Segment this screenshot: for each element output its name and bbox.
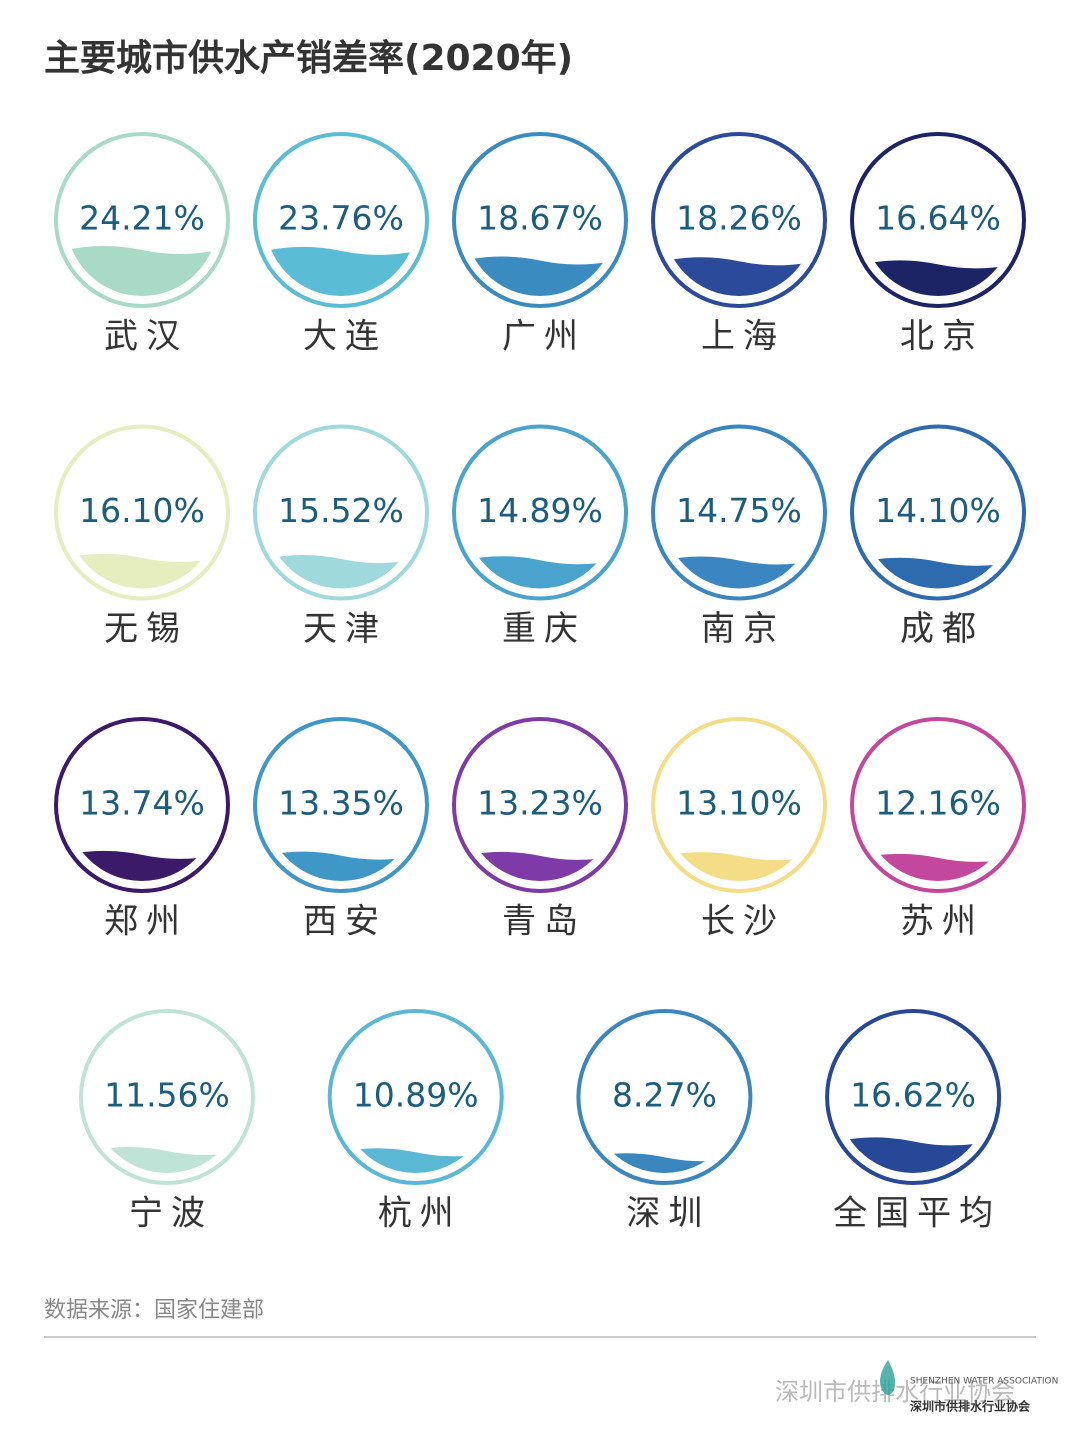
gauge-ring xyxy=(825,1009,1002,1185)
water-level xyxy=(464,256,616,296)
water-level xyxy=(66,553,218,589)
water-level xyxy=(265,555,417,589)
gauge-ring xyxy=(651,132,827,308)
water-level xyxy=(588,1153,741,1173)
value-label: 14.10% xyxy=(875,491,1001,530)
category-label: 苏州 xyxy=(900,902,984,942)
logo-name: 深圳市供排水行业协会 xyxy=(910,1399,1031,1414)
value-label: 10.89% xyxy=(353,1076,479,1115)
gauge-ring xyxy=(253,132,429,308)
category-label: 广州 xyxy=(502,317,586,357)
gauge-ring xyxy=(54,132,230,308)
value-label: 16.62% xyxy=(850,1076,976,1115)
value-label: 13.74% xyxy=(79,784,205,823)
gauge-ring xyxy=(452,132,628,308)
category-label: 宁波 xyxy=(129,1194,213,1234)
gauge-ring xyxy=(850,424,1026,601)
gauge-ring xyxy=(452,424,628,601)
category-label: 青岛 xyxy=(502,902,586,942)
gauge-ring xyxy=(850,132,1026,308)
water-level xyxy=(663,556,815,589)
gauge-ring xyxy=(253,717,429,893)
category-label: 北京 xyxy=(900,317,984,357)
gauge-ring xyxy=(327,1009,504,1185)
logo-icon xyxy=(880,1360,896,1395)
value-label: 12.16% xyxy=(875,784,1001,823)
value-label: 23.76% xyxy=(278,199,404,238)
category-label: 郑州 xyxy=(104,902,188,942)
water-level xyxy=(464,851,616,881)
water-level xyxy=(663,852,815,881)
gauge-ring xyxy=(79,1009,255,1185)
value-label: 13.35% xyxy=(278,784,404,823)
value-label: 24.21% xyxy=(79,199,205,238)
gauge-ring xyxy=(850,717,1026,893)
value-label: 16.64% xyxy=(875,199,1001,238)
water-level xyxy=(265,246,417,296)
category-label: 大连 xyxy=(303,317,387,357)
category-label: 武汉 xyxy=(104,317,188,357)
water-level xyxy=(862,260,1014,296)
water-level xyxy=(339,1148,492,1173)
water-level xyxy=(837,1137,990,1173)
category-label: 成都 xyxy=(900,609,984,649)
water-level xyxy=(862,853,1014,881)
value-label: 15.52% xyxy=(278,491,404,530)
value-label: 11.56% xyxy=(104,1076,230,1115)
gauge-ring xyxy=(54,717,230,893)
source-note: 数据来源：国家住建部 xyxy=(44,1298,264,1323)
category-label: 西安 xyxy=(303,902,387,942)
water-level xyxy=(91,1147,243,1173)
gauge-ring xyxy=(651,717,827,893)
water-level xyxy=(265,851,417,881)
gauge-ring xyxy=(576,1009,753,1185)
value-label: 14.75% xyxy=(676,491,802,530)
gauge-ring xyxy=(651,424,827,601)
value-label: 13.10% xyxy=(676,784,802,823)
water-level xyxy=(464,556,616,589)
value-label: 18.67% xyxy=(477,199,603,238)
value-label: 14.89% xyxy=(477,491,603,530)
gauge-ring xyxy=(54,424,230,601)
water-level xyxy=(663,257,815,296)
water-level xyxy=(66,246,218,296)
value-label: 18.26% xyxy=(676,199,802,238)
category-label: 杭州 xyxy=(378,1194,462,1234)
gauge-ring xyxy=(452,717,628,893)
value-label: 16.10% xyxy=(79,491,205,530)
category-label: 全国平均 xyxy=(833,1194,1001,1234)
logo-english: SHENZHEN WATER ASSOCIATION xyxy=(910,1377,1058,1387)
chart-title: 主要城市供水产销差率(2020年) xyxy=(44,38,573,79)
category-label: 天津 xyxy=(303,609,387,649)
category-label: 深圳 xyxy=(626,1194,710,1234)
category-label: 重庆 xyxy=(502,609,586,649)
category-label: 上海 xyxy=(701,317,785,357)
category-label: 南京 xyxy=(701,609,785,649)
value-label: 13.23% xyxy=(477,784,603,823)
value-label: 8.27% xyxy=(612,1076,717,1115)
gauge-ring xyxy=(253,424,429,601)
category-label: 无锡 xyxy=(104,609,188,649)
category-label: 长沙 xyxy=(701,902,785,942)
